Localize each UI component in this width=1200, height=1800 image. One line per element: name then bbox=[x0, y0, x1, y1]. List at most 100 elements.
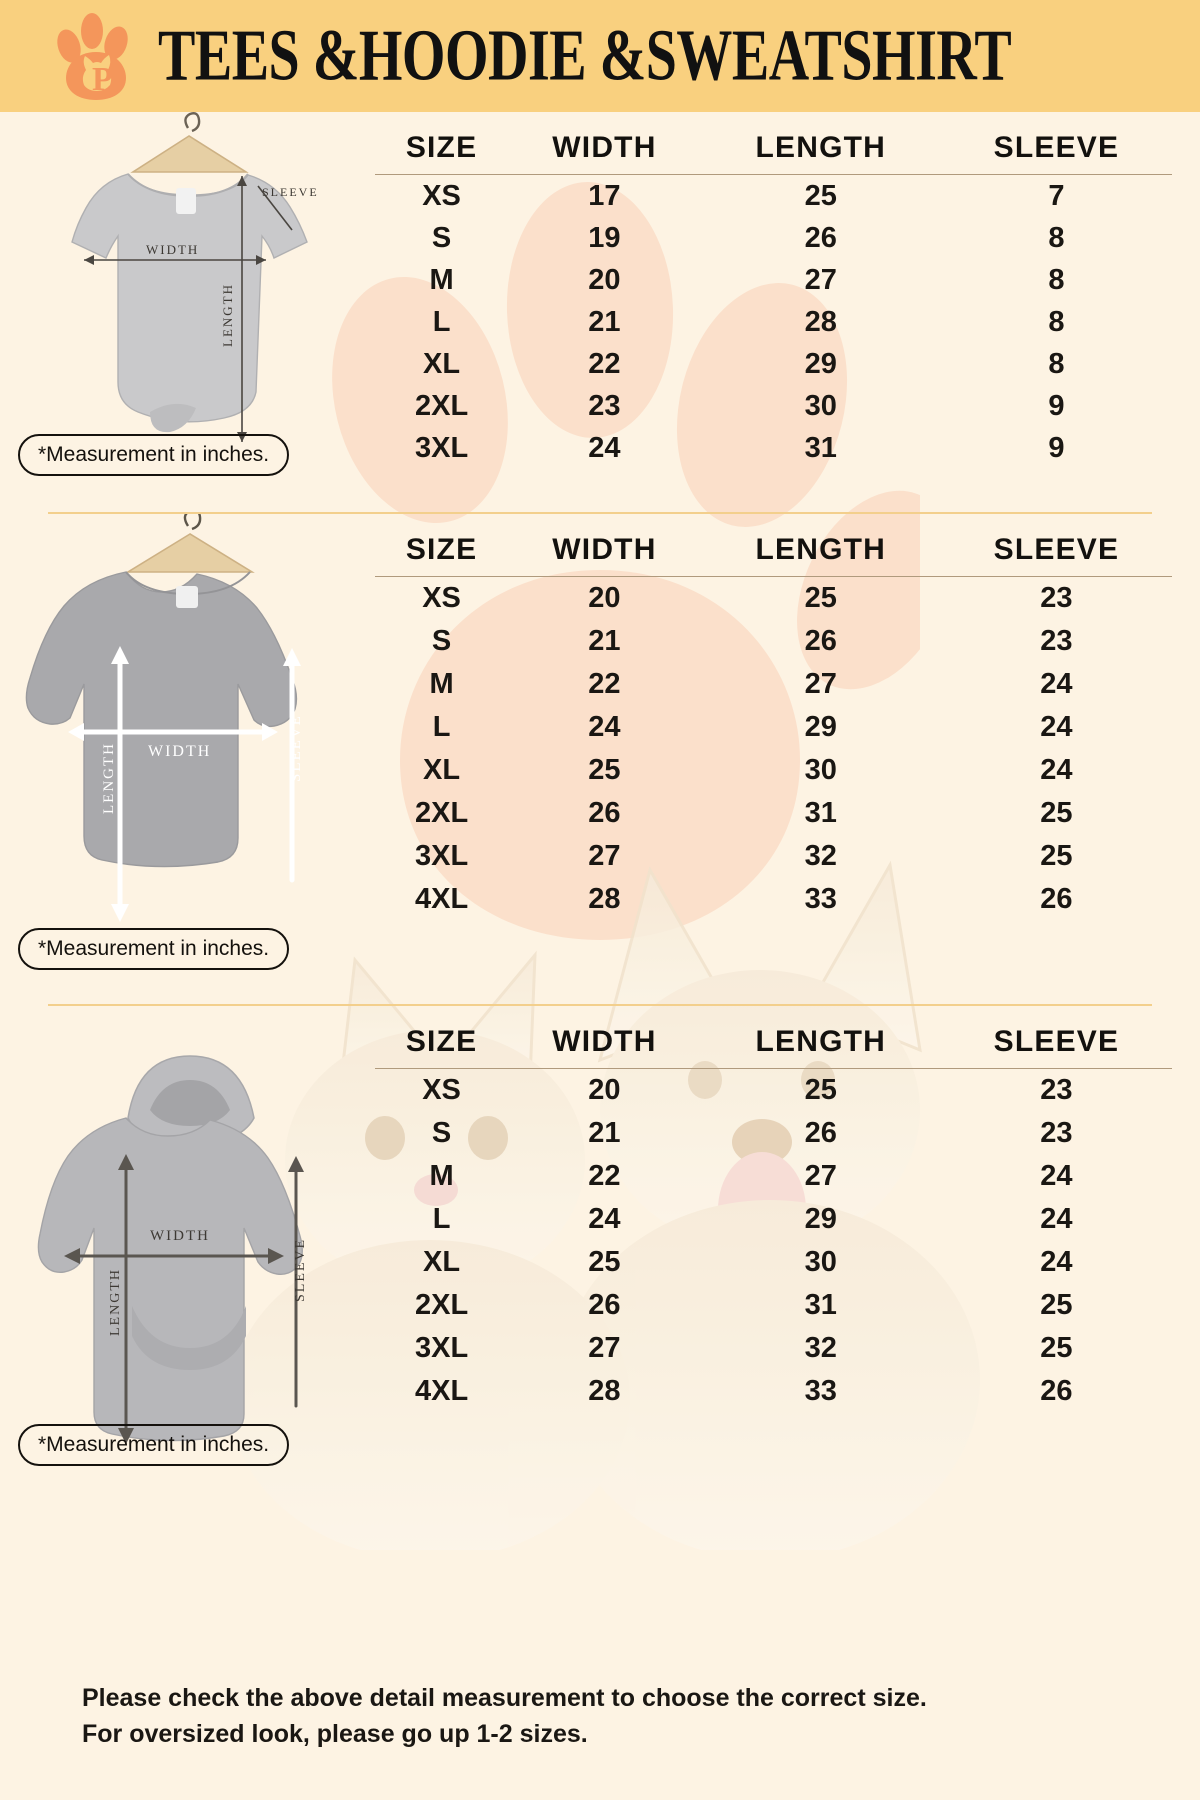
cell-size: L bbox=[432, 305, 451, 338]
cell-sleeve: 26 bbox=[1040, 883, 1073, 915]
svg-text:SLEEVE: SLEEVE bbox=[293, 1238, 308, 1302]
cell-length: 28 bbox=[804, 305, 837, 338]
svg-text:LENGTH: LENGTH bbox=[108, 1268, 123, 1336]
cell-sleeve: 24 bbox=[1040, 1160, 1073, 1192]
hoodie-illustration: WIDTH LENGTH SLEEVE *Measurement in inch… bbox=[0, 1006, 375, 1496]
col-length: LENGTH bbox=[700, 1024, 941, 1069]
table-row: 2XL 26 31 25 bbox=[375, 1284, 1172, 1327]
table-row: L 24 29 24 bbox=[375, 706, 1172, 749]
cell-size: 2XL bbox=[414, 389, 469, 422]
cell-length: 27 bbox=[804, 1160, 837, 1192]
col-sleeve: SLEEVE bbox=[940, 1024, 1172, 1069]
sweatshirt-illustration: WIDTH LENGTH SLEEVE *Measurement in inch… bbox=[0, 509, 375, 1004]
cell-sleeve: 23 bbox=[1040, 625, 1073, 657]
cell-size: 4XL bbox=[414, 883, 469, 915]
section-divider-1 bbox=[48, 512, 1152, 514]
cell-size: M bbox=[429, 668, 454, 700]
col-width: WIDTH bbox=[508, 1024, 701, 1069]
table-row: 2XL 23 30 9 bbox=[375, 385, 1172, 427]
cell-sleeve: 24 bbox=[1040, 711, 1073, 743]
cell-width: 22 bbox=[588, 347, 621, 380]
table-row: 3XL 24 31 9 bbox=[375, 427, 1172, 469]
cell-width: 26 bbox=[588, 797, 621, 829]
cell-size: XL bbox=[423, 1246, 461, 1278]
cell-sleeve: 8 bbox=[1048, 305, 1065, 338]
table-row: L 21 28 8 bbox=[375, 301, 1172, 343]
cell-width: 22 bbox=[588, 1160, 621, 1192]
cell-width: 24 bbox=[588, 431, 621, 464]
cell-size: XS bbox=[422, 179, 461, 212]
cell-sleeve: 25 bbox=[1040, 797, 1073, 829]
cell-sleeve: 23 bbox=[1040, 1074, 1073, 1106]
cell-width: 28 bbox=[588, 1375, 621, 1407]
col-width: WIDTH bbox=[508, 130, 701, 175]
cell-sleeve: 23 bbox=[1040, 582, 1073, 614]
measurement-note-sweatshirt: *Measurement in inches. bbox=[18, 928, 290, 970]
section-tees: WIDTH LENGTH SLEEVE *Measurement in inch… bbox=[0, 112, 1200, 512]
cell-sleeve: 24 bbox=[1040, 1203, 1073, 1235]
table-row: M 20 27 8 bbox=[375, 259, 1172, 301]
table-row: XS 20 25 23 bbox=[375, 1069, 1172, 1113]
cell-size: M bbox=[429, 1160, 454, 1192]
cell-size: L bbox=[432, 711, 451, 743]
cell-sleeve: 23 bbox=[1040, 1117, 1073, 1149]
cell-size: XS bbox=[422, 582, 461, 614]
cell-length: 29 bbox=[804, 1203, 837, 1235]
table-row: XL 25 30 24 bbox=[375, 749, 1172, 792]
footer-line-1: Please check the above detail measuremen… bbox=[82, 1683, 927, 1712]
cell-sleeve: 25 bbox=[1040, 840, 1073, 872]
cell-width: 24 bbox=[588, 1203, 621, 1235]
table-row: M 22 27 24 bbox=[375, 1155, 1172, 1198]
cell-size: XL bbox=[423, 754, 461, 786]
size-table-tees: SIZE WIDTH LENGTH SLEEVE XS 17 25 7 S 19 26 8 M 2… bbox=[375, 130, 1172, 469]
section-divider-2 bbox=[48, 1004, 1152, 1006]
cell-length: 25 bbox=[804, 1074, 837, 1106]
table-row: S 21 26 23 bbox=[375, 1112, 1172, 1155]
table-row: XS 20 25 23 bbox=[375, 577, 1172, 621]
cell-size: 3XL bbox=[414, 840, 469, 872]
cell-sleeve: 26 bbox=[1040, 1375, 1073, 1407]
table-row: 2XL 26 31 25 bbox=[375, 792, 1172, 835]
cell-sleeve: 25 bbox=[1040, 1332, 1073, 1364]
table-header-row: SIZE WIDTH LENGTH SLEEVE bbox=[375, 1024, 1172, 1069]
cell-sleeve: 9 bbox=[1048, 389, 1065, 422]
table-row: 3XL 27 32 25 bbox=[375, 835, 1172, 878]
cell-length: 30 bbox=[804, 389, 837, 422]
table-row: S 21 26 23 bbox=[375, 620, 1172, 663]
table-header-row: SIZE WIDTH LENGTH SLEEVE bbox=[375, 130, 1172, 175]
col-size: SIZE bbox=[375, 130, 509, 175]
col-length: LENGTH bbox=[700, 130, 941, 175]
table-row: XS 17 25 7 bbox=[375, 175, 1172, 218]
cell-length: 26 bbox=[804, 1117, 837, 1149]
svg-text:WIDTH: WIDTH bbox=[150, 1228, 210, 1244]
cell-sleeve: 8 bbox=[1048, 347, 1065, 380]
table-row: XL 25 30 24 bbox=[375, 1241, 1172, 1284]
table-header-row: SIZE WIDTH LENGTH SLEEVE bbox=[375, 532, 1172, 577]
measurement-note-hoodie: *Measurement in inches. bbox=[18, 1424, 290, 1466]
cell-size: 2XL bbox=[414, 1289, 469, 1321]
cell-width: 23 bbox=[588, 389, 621, 422]
cell-sleeve: 24 bbox=[1040, 1246, 1073, 1278]
cell-width: 26 bbox=[588, 1289, 621, 1321]
cell-width: 25 bbox=[588, 1246, 621, 1278]
cell-length: 26 bbox=[804, 221, 837, 254]
svg-text:P: P bbox=[92, 61, 113, 98]
cell-size: 3XL bbox=[414, 1332, 469, 1364]
cell-sleeve: 9 bbox=[1048, 431, 1065, 464]
cell-length: 29 bbox=[804, 347, 837, 380]
cell-width: 19 bbox=[588, 221, 621, 254]
cell-size: XL bbox=[423, 347, 461, 380]
table-row: L 24 29 24 bbox=[375, 1198, 1172, 1241]
section-sweatshirt: WIDTH LENGTH SLEEVE *Measurement in inch… bbox=[0, 509, 1200, 1004]
table-row: S 19 26 8 bbox=[375, 217, 1172, 259]
footer-note: Please check the above detail measuremen… bbox=[82, 1680, 927, 1753]
cell-sleeve: 24 bbox=[1040, 754, 1073, 786]
cell-size: S bbox=[431, 221, 452, 254]
svg-text:LENGTH: LENGTH bbox=[220, 283, 235, 347]
cell-length: 27 bbox=[804, 263, 837, 296]
col-width: WIDTH bbox=[508, 532, 701, 577]
cell-sleeve: 8 bbox=[1048, 221, 1065, 254]
col-sleeve: SLEEVE bbox=[940, 130, 1172, 175]
page-header: P TEES &HOODIE &SWEATSHIRT bbox=[0, 0, 1200, 112]
cell-size: M bbox=[429, 263, 454, 296]
